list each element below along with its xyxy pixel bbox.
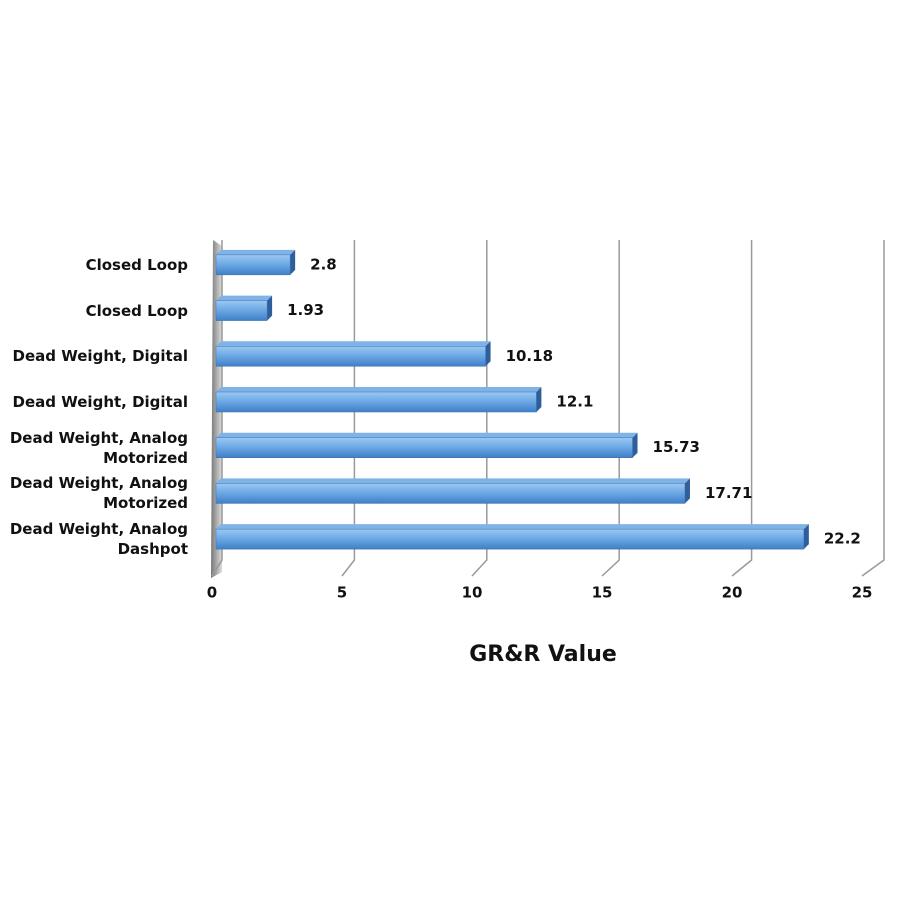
value-label: 1.93 (287, 301, 324, 319)
x-tick-label: 0 (207, 584, 217, 602)
x-tick-label: 20 (722, 584, 743, 602)
bar (215, 254, 291, 276)
value-label: 10.18 (506, 347, 553, 365)
value-label: 12.1 (556, 393, 593, 411)
bar-side (267, 295, 273, 321)
bar-top (216, 249, 296, 255)
bar-top (216, 295, 273, 301)
y-tick-label: Dead Weight, Analog Dashpot (9, 520, 188, 559)
value-label: 17.71 (705, 484, 752, 502)
bar-top (216, 524, 809, 530)
grid-line (601, 240, 620, 577)
bar-side (536, 387, 542, 412)
y-tick-label: Closed Loop (85, 301, 188, 320)
grid-line (861, 240, 885, 577)
x-axis-title: GR&R Value (469, 642, 617, 667)
y-tick-label: Dead Weight, Digital (12, 347, 188, 366)
bar-side (684, 478, 690, 504)
y-tick-label: Dead Weight, Analog Motorized (9, 428, 188, 467)
x-tick-label: 10 (462, 584, 483, 602)
x-tick-label: 25 (852, 584, 873, 602)
bar (215, 483, 686, 504)
bar-side (632, 432, 638, 458)
bar-top (216, 478, 690, 484)
bar (215, 391, 537, 413)
bar (215, 528, 805, 550)
value-label: 15.73 (653, 438, 700, 456)
bar (215, 300, 268, 321)
bar-side (485, 341, 491, 367)
x-tick-label: 5 (337, 584, 347, 602)
y-tick-label: Closed Loop (85, 255, 188, 274)
value-label: 2.8 (310, 255, 337, 273)
y-tick-label: Dead Weight, Analog Motorized (9, 474, 188, 513)
bar-side (803, 524, 809, 550)
bar-side (290, 249, 296, 275)
bar (215, 346, 486, 367)
bar (215, 437, 633, 458)
grid-line (731, 240, 753, 577)
y-tick-label: Dead Weight, Digital (12, 393, 188, 411)
bar-top (216, 432, 638, 438)
value-label: 22.2 (824, 530, 861, 548)
x-tick-label: 15 (592, 584, 613, 602)
bar-top (216, 387, 542, 392)
bar-top (216, 341, 491, 347)
